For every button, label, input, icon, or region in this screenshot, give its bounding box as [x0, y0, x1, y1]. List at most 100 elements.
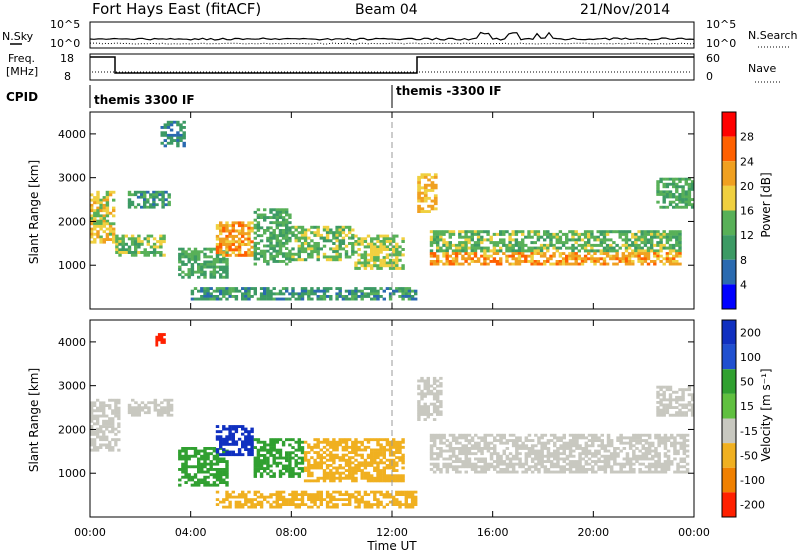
heatmap-cell	[143, 248, 147, 252]
heatmap-cell	[244, 435, 248, 439]
heatmap-cell	[341, 239, 346, 243]
heatmap-cell	[480, 235, 484, 239]
heatmap-cell	[215, 452, 220, 456]
heatmap-cell	[454, 257, 459, 261]
heatmap-cell	[193, 483, 198, 487]
heatmap-cell	[363, 264, 368, 268]
heatmap-cell	[376, 443, 380, 447]
heatmap-cell	[354, 498, 358, 501]
heatmap-cell	[266, 456, 270, 460]
heatmap-cell	[370, 266, 374, 270]
heatmap-cell	[351, 476, 355, 480]
heatmap-cell	[423, 186, 428, 190]
heatmap-cell	[627, 260, 632, 263]
heatmap-cell	[313, 445, 317, 449]
heatmap-cell	[90, 430, 94, 434]
heatmap-cell	[114, 443, 118, 447]
heatmap-cell	[150, 401, 154, 405]
heatmap-cell	[307, 471, 311, 475]
heatmap-cell	[370, 448, 374, 452]
heatmap-cell	[300, 440, 305, 444]
heatmap-cell	[256, 490, 261, 494]
heatmap-cell	[335, 225, 339, 229]
heatmap-cell	[225, 473, 229, 477]
heatmap-cell	[480, 470, 484, 474]
heatmap-cell	[325, 289, 330, 293]
heatmap-cell	[266, 244, 270, 248]
heatmap-cell	[499, 249, 503, 253]
heatmap-cell	[653, 235, 657, 239]
heatmap-cell	[530, 230, 534, 234]
heatmap-cell	[285, 287, 289, 290]
heatmap-cell	[621, 230, 625, 234]
heatmap-cell	[643, 232, 648, 236]
heatmap-cell	[146, 198, 150, 202]
heatmap-cell	[163, 144, 167, 148]
heatmap-cell	[363, 250, 368, 254]
heatmap-cell	[467, 252, 471, 255]
heatmap-cell	[231, 450, 235, 454]
heatmap-cell	[432, 376, 437, 380]
heatmap-cell	[241, 490, 245, 494]
heatmap-cell	[338, 474, 342, 478]
heatmap-cell	[143, 253, 147, 257]
heatmap-cell	[448, 433, 453, 437]
heatmap-cell	[99, 203, 103, 207]
heatmap-cell	[524, 470, 529, 474]
heatmap-cell	[594, 433, 598, 437]
heatmap-cell	[376, 479, 380, 483]
heatmap-cell	[637, 238, 641, 242]
heatmap-cell	[448, 262, 452, 266]
heatmap-cell	[117, 438, 121, 442]
heatmap-cell	[294, 228, 298, 232]
heatmap-cell	[247, 240, 251, 244]
heatmap-cell	[269, 503, 273, 506]
heatmap-cell	[275, 495, 279, 499]
heatmap-cell	[433, 196, 438, 200]
heatmap-cell	[385, 466, 390, 470]
heatmap-cell	[237, 237, 242, 241]
heatmap-cell	[395, 461, 399, 465]
heatmap-cell	[291, 490, 295, 494]
heatmap-cell	[105, 190, 110, 194]
heatmap-cell	[624, 243, 629, 247]
heatmap-cell	[313, 466, 317, 470]
heatmap-cell	[625, 457, 630, 461]
heatmap-cell	[303, 287, 308, 290]
heatmap-cell	[348, 469, 352, 472]
heatmap-cell	[212, 273, 217, 277]
heatmap-cell	[568, 468, 573, 471]
heatmap-cell	[137, 413, 141, 417]
heatmap-cell	[477, 447, 481, 450]
heatmap-cell	[338, 295, 342, 298]
heatmap-cell	[616, 447, 620, 450]
heatmap-cell	[461, 452, 465, 456]
heatmap-cell	[259, 467, 264, 470]
heatmap-cell	[225, 440, 229, 444]
heatmap-cell	[225, 435, 229, 439]
heatmap-cell	[643, 243, 648, 247]
heatmap-cell	[599, 262, 603, 266]
heatmap-cell	[417, 387, 421, 391]
heatmap-cell	[127, 411, 132, 415]
heatmap-cell	[294, 503, 298, 506]
heatmap-cell	[496, 462, 500, 466]
heatmap-cell	[668, 393, 673, 397]
heatmap-cell	[253, 236, 257, 240]
heatmap-cell	[458, 457, 462, 461]
heatmap-cell	[432, 262, 437, 266]
heatmap-cell	[231, 440, 235, 444]
heatmap-cell	[263, 443, 267, 447]
heatmap-cell	[325, 490, 330, 494]
heatmap-cell	[259, 475, 264, 478]
heatmap-cell	[578, 433, 582, 437]
heatmap-cell	[351, 292, 355, 296]
heatmap-cell	[335, 295, 339, 298]
heatmap-cell	[335, 445, 339, 449]
heatmap-cell	[687, 185, 692, 189]
heatmap-cell	[439, 246, 443, 250]
heatmap-cell	[527, 433, 532, 437]
heatmap-cell	[392, 479, 396, 483]
heatmap-cell	[665, 408, 670, 412]
heatmap-cell	[354, 458, 358, 462]
